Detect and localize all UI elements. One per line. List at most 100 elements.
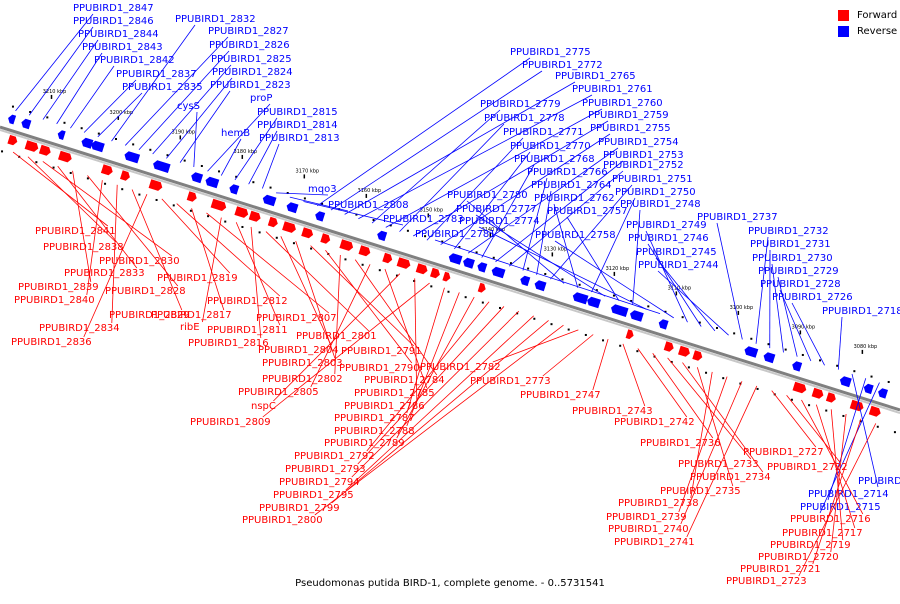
forward-gene <box>187 191 197 201</box>
scale-tick-label: 3080 kbp <box>854 344 878 350</box>
gene-label: PPUBIRD1_2761 <box>572 84 653 95</box>
track-dot <box>808 404 810 406</box>
gene-leader-line <box>221 139 241 176</box>
gene-label: PPUBIRD1_2772 <box>522 60 603 71</box>
track-dot <box>493 257 495 259</box>
gene-label: PPUBIRD1_2774 <box>459 216 540 227</box>
track-dot <box>842 415 844 417</box>
scale-tick <box>242 155 244 159</box>
track-dot <box>63 122 65 124</box>
track-dot <box>87 177 89 179</box>
legend: Forward Reverse <box>838 7 897 39</box>
gene-label: PPUBIRD1_2812 <box>207 296 288 307</box>
gene-label: PPUBIRD1_2836 <box>11 337 92 348</box>
gene-label: PPUBIRD1_2758 <box>535 230 616 241</box>
gene-label: PPUBIRD1_2727 <box>743 447 824 458</box>
gene-label: PPUBIRD1_2795 <box>273 490 354 501</box>
gene-label: PPUBIRD1_2720 <box>758 552 839 563</box>
forward-gene <box>478 283 486 293</box>
track-dot <box>871 376 873 378</box>
track-dot <box>344 258 346 260</box>
gene-label: PPUBIRD1_2841 <box>35 226 116 237</box>
gene-leader-line <box>98 93 142 137</box>
gene-leader-line <box>13 152 108 226</box>
track-dot <box>121 188 123 190</box>
reverse-gene <box>449 253 463 265</box>
forward-gene <box>692 350 702 360</box>
track-dot <box>252 181 254 183</box>
track-dot <box>733 332 735 334</box>
gene-label: PPUBIRD1_2730 <box>752 253 833 264</box>
gene-label: PPUBIRD1_2741 <box>614 537 695 548</box>
reverse-gene <box>8 115 16 125</box>
reverse-gene <box>153 160 171 173</box>
scale-tick-label: 3120 kbp <box>606 266 630 272</box>
forward-gene <box>869 406 881 417</box>
track-dot <box>81 127 83 129</box>
gene-label: PPUBIRD1_2809 <box>190 417 271 428</box>
gene-label: PPUBIRD1_2783 <box>383 214 464 225</box>
legend-item-forward: Forward <box>838 7 897 23</box>
reverse-gene <box>587 297 601 309</box>
gene-leader-line <box>717 223 742 339</box>
gene-label: PPUBIRD1_2770 <box>510 141 591 152</box>
scale-tick-label: 3190 kbp <box>172 129 196 135</box>
forward-gene <box>430 268 440 278</box>
track-dot <box>190 210 192 212</box>
gene-label: PPUBIRD1_2779 <box>480 99 561 110</box>
gene-label: PPUBIRD1_2800 <box>242 515 323 526</box>
track-dot <box>184 160 186 162</box>
reverse-gene <box>229 184 239 194</box>
legend-item-reverse: Reverse <box>838 23 897 39</box>
gene-label: PPUBIRD1_2775 <box>510 47 591 58</box>
track-dot <box>636 350 638 352</box>
scale-tick-label: 3100 kbp <box>730 305 754 311</box>
gene-label: PPUBIRD1_2737 <box>697 212 778 223</box>
gene-label: PPUBIRD1_2784 <box>364 375 445 386</box>
track-dot <box>527 268 529 270</box>
gene-label: PPUBIRD1_2830 <box>99 256 180 267</box>
forward-gene <box>626 329 634 339</box>
gene-label: PPUBIRD1_2768 <box>514 154 595 165</box>
gene-label: PPUBIRD1_2833 <box>64 268 145 279</box>
track-dot <box>241 226 243 228</box>
gene-label: PPUBIRD1_2726 <box>772 292 853 303</box>
gene-label: PPUBIRD1_2754 <box>598 137 679 148</box>
reverse-gene <box>764 352 776 363</box>
track-dot <box>894 431 896 433</box>
gene-leader-line <box>281 236 331 345</box>
scale-tick-label: 3170 kbp <box>296 168 320 174</box>
track-dot <box>407 230 409 232</box>
track-dot <box>35 161 37 163</box>
forward-gene <box>249 211 261 222</box>
gene-label: PPUBIRD1_2718 <box>822 306 900 317</box>
gene-label: nspC <box>251 401 276 412</box>
gene-label: PPUBIRD1_2813 <box>259 133 340 144</box>
track-dot <box>138 194 140 196</box>
gene-label: PPUBIRD1_2777 <box>456 204 537 215</box>
forward-gene <box>7 135 17 145</box>
track-dot <box>722 377 724 379</box>
gene-label: PPUBIRD1_2728 <box>760 279 841 290</box>
track-dot <box>579 284 581 286</box>
track-dot <box>613 295 615 297</box>
gene-label: PPUBIRD1_2778 <box>484 113 565 124</box>
gene-label: PPUBIRD1_2782 <box>420 362 501 373</box>
reverse-gene <box>520 276 530 286</box>
gene-label: PPUBIRD1_2802 <box>262 374 343 385</box>
gene-leader-line <box>593 339 608 390</box>
track-dot <box>362 264 364 266</box>
track-dot <box>853 370 855 372</box>
gene-label: PPUBIRD1_2832 <box>175 14 256 25</box>
gene-leader-line <box>646 231 687 322</box>
gene-label: PPUBIRD1_2826 <box>209 40 290 51</box>
legend-reverse-label: Reverse <box>857 26 897 37</box>
track-dot <box>544 273 546 275</box>
gene-label: PPUBIRD1_2835 <box>122 82 203 93</box>
scale-tick <box>676 291 678 295</box>
forward-gene <box>359 245 371 256</box>
track-dot <box>688 366 690 368</box>
gene-label: PPUBIRD1_2780 <box>447 190 528 201</box>
track-dot <box>46 116 48 118</box>
